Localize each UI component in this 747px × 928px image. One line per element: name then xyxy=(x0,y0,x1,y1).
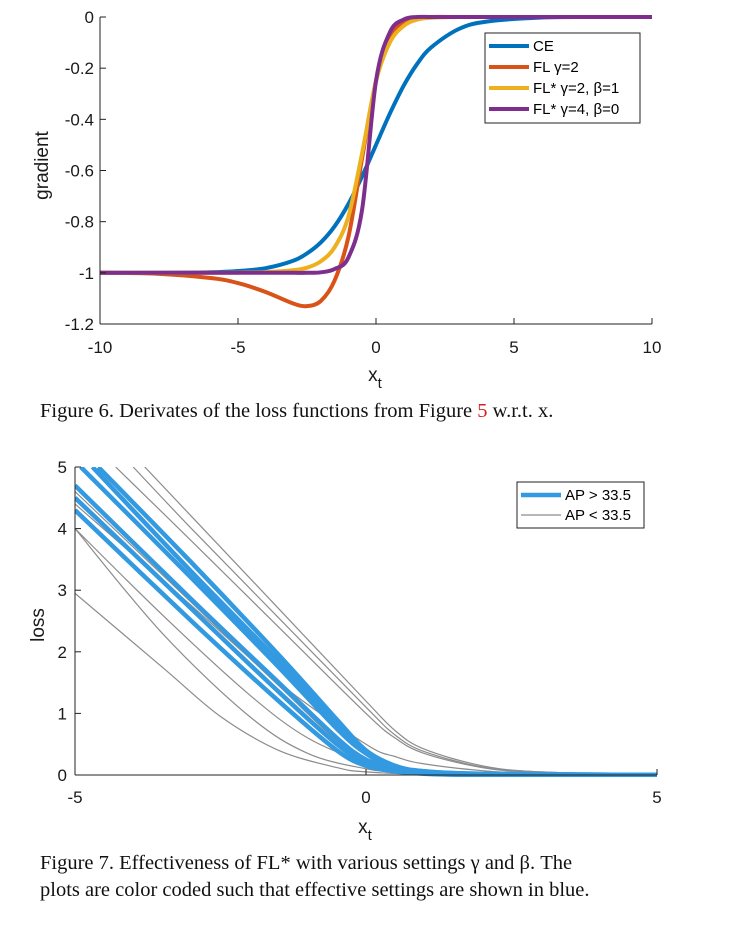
fig7-blue-curve-2 xyxy=(75,483,657,777)
figure7-caption: Figure 7. Effectiveness of FL* with vari… xyxy=(40,850,740,904)
fig6-y-tick-label: -0.4 xyxy=(65,110,94,129)
figure6-plot-area xyxy=(99,14,653,309)
fig7-x-tick-label: 5 xyxy=(652,788,661,807)
fig7-y-tick-label: 3 xyxy=(58,581,67,600)
figure6-legend: CE FL γ=2 FL* γ=2, β=1 FL* γ=4, β=0 xyxy=(484,32,641,124)
figure6-caption-tail: w.r.t. x. xyxy=(487,400,554,422)
fig7-legend-label-0: AP > 33.5 xyxy=(565,487,631,504)
fig6-y-tick-label: -1 xyxy=(79,264,94,283)
fig7-x-tick-label: -5 xyxy=(67,788,82,807)
fig7-y-tick-label: 2 xyxy=(58,643,67,662)
fig7-y-tick-label: 4 xyxy=(58,520,67,539)
fig6-series-line-3 xyxy=(100,14,652,275)
fig7-y-tick-label: 5 xyxy=(58,458,67,477)
fig6-x-tick-label: 0 xyxy=(371,338,380,357)
fig7-legend-label-1: AP < 33.5 xyxy=(565,507,631,524)
figure6-chart: -10 -5 0 5 10 0 -0.2 -0.4 -0.6 -0.8 -1 -1.2 xt gradie… xyxy=(32,8,661,392)
figure7-caption-line2: plots are color coded such that effectiv… xyxy=(40,879,590,901)
fig6-y-tick-label: -0.8 xyxy=(65,213,94,232)
fig6-legend-label-3: FL* γ=4, β=0 xyxy=(533,101,619,118)
fig7-legend-box xyxy=(516,481,645,529)
fig7-grey-curve-5 xyxy=(75,528,657,776)
fig7-grey-curve-0 xyxy=(115,467,657,776)
fig7-x-axis-label: xt xyxy=(358,817,373,844)
fig6-x-tick-label: 10 xyxy=(643,338,662,357)
fig7-x-tick-label: 0 xyxy=(361,788,370,807)
fig6-legend-label-2: FL* γ=2, β=1 xyxy=(533,80,619,97)
fig6-y-tick-label: 0 xyxy=(85,8,94,27)
fig7-grey-curve-4 xyxy=(75,528,657,776)
figure6-caption-lead: Figure 6. Derivates of the loss function… xyxy=(40,400,478,422)
fig7-y-tick-label: 1 xyxy=(58,704,67,723)
fig6-x-axis-label: xt xyxy=(368,365,383,392)
fig6-legend-label-0: CE xyxy=(533,38,554,55)
fig6-x-tick-label: -5 xyxy=(230,338,245,357)
fig6-y-tick-label: -1.2 xyxy=(65,315,94,334)
fig7-y-tick-label: 0 xyxy=(58,766,67,785)
fig7-grey-curve-2 xyxy=(144,467,657,776)
figure7-caption-line1: Figure 7. Effectiveness of FL* with vari… xyxy=(40,852,573,874)
fig6-y-tick-label: -0.6 xyxy=(65,162,94,181)
fig7-y-axis-label: loss xyxy=(28,608,49,642)
fig6-y-axis-label: gradient xyxy=(32,130,53,199)
fig7-grey-curve-3 xyxy=(75,503,657,776)
fig7-blue-curve-5 xyxy=(90,467,657,777)
figure6-caption: Figure 6. Derivates of the loss function… xyxy=(40,398,730,425)
fig6-x-tick-label: -10 xyxy=(88,338,113,357)
fig6-legend-label-1: FL γ=2 xyxy=(533,59,579,76)
fig6-y-tick-label: -0.2 xyxy=(65,59,94,78)
figure6-axes: -10 -5 0 5 10 0 -0.2 -0.4 -0.6 -0.8 -1 -1.2 xt gradie… xyxy=(32,8,661,392)
fig6-x-tick-label: 5 xyxy=(509,338,518,357)
figure7-legend: AP > 33.5 AP < 33.5 xyxy=(516,481,645,529)
figure6-caption-ref-link[interactable]: 5 xyxy=(477,400,488,422)
